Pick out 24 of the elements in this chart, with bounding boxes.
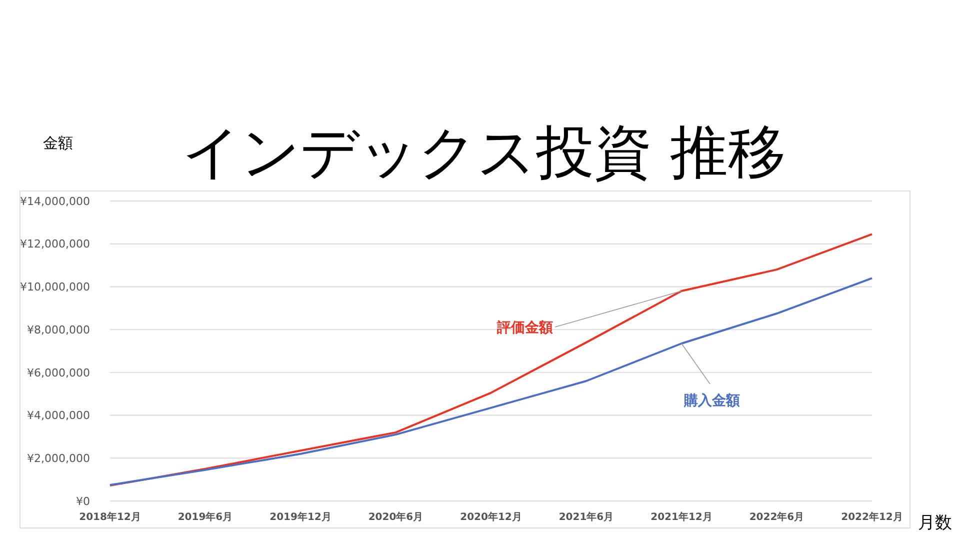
- y-tick-label: ¥2,000,000: [27, 452, 90, 465]
- x-tick-label: 2018年12月: [79, 511, 141, 523]
- y-tick-label: ¥6,000,000: [27, 366, 90, 380]
- line-series: [109, 277, 873, 486]
- x-axis-title: 月数: [918, 513, 952, 533]
- y-axis-title: 金額: [43, 134, 73, 152]
- x-tick-label: 2019年12月: [270, 511, 332, 523]
- x-tick-label: 2021年6月: [558, 511, 614, 523]
- x-tick-label: 2021年12月: [650, 511, 712, 523]
- y-tick-label: ¥10,000,000: [20, 280, 90, 294]
- x-tick-label: 2022年12月: [841, 511, 903, 523]
- chart-title: インデックス投資 推移: [182, 118, 786, 186]
- x-tick-label: 2022年6月: [749, 511, 804, 523]
- y-tick-label: ¥0: [76, 494, 90, 508]
- y-tick-label: ¥4,000,000: [27, 409, 90, 422]
- text: 購入金額: [683, 392, 740, 409]
- y-tick-label: ¥8,000,000: [27, 323, 90, 336]
- x-tick-label: 2020年12月: [460, 511, 522, 523]
- x-tick-label: 2019年6月: [178, 511, 233, 523]
- line-series: [109, 233, 873, 487]
- y-tick-label: ¥14,000,000: [20, 194, 90, 208]
- y-tick-label: ¥12,000,000: [20, 238, 90, 251]
- series-label: 評価金額: [496, 318, 553, 336]
- x-tick-label: 2020年6月: [368, 511, 424, 523]
